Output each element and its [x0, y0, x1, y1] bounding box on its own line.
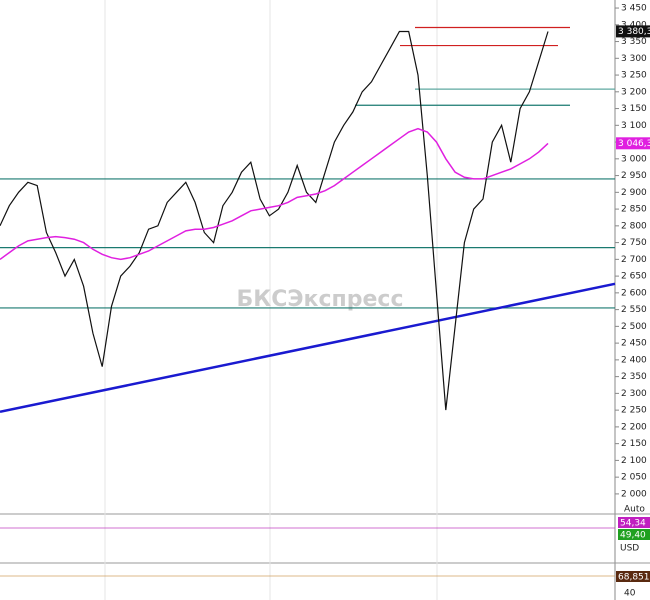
- currency: USD: [620, 544, 639, 554]
- y-tick-label: 3 000: [621, 154, 647, 164]
- plot-bg: [0, 0, 615, 600]
- price-label: 3 046,35: [618, 139, 650, 149]
- y-tick-label: 3 100: [621, 121, 647, 131]
- y-tick-label: 3 300: [621, 54, 647, 64]
- y-tick-label: 2 300: [621, 389, 647, 399]
- y-tick-label: 3 400: [621, 20, 647, 30]
- price-line: [0, 30, 549, 411]
- osc-value: 68,851: [618, 573, 650, 583]
- y-tick-label: 2 400: [621, 355, 647, 365]
- y-tick-label: 3 350: [621, 37, 647, 47]
- y-tick-label: 2 200: [621, 422, 647, 432]
- price-box: [616, 137, 650, 150]
- y-tick-label: 2 650: [621, 272, 647, 282]
- y-tick-label: 2 800: [621, 221, 647, 231]
- y-tick-label: 2 550: [621, 305, 647, 315]
- y-tick-label: 2 350: [621, 372, 647, 382]
- y-tick-label: 2 700: [621, 255, 647, 265]
- rsi-signal-box: [618, 529, 650, 540]
- rsi-box: [618, 517, 650, 528]
- osc-box: [616, 571, 650, 582]
- y-tick-label: 2 950: [621, 171, 647, 181]
- rsi-signal: 49,40: [620, 531, 646, 541]
- scale-mode[interactable]: Auto: [624, 505, 645, 515]
- y-tick-label: 2 000: [621, 489, 647, 499]
- rsi-value: 54,34: [620, 519, 646, 529]
- moving-average: [0, 127, 549, 261]
- osc-tick: 40: [624, 589, 636, 599]
- y-tick-label: 2 500: [621, 322, 647, 332]
- y-tick-label: 2 850: [621, 205, 647, 215]
- y-tick-label: 3 450: [621, 4, 647, 14]
- y-tick-label: 2 150: [621, 439, 647, 449]
- y-tick-label: 3 200: [621, 87, 647, 97]
- y-tick-label: 3 150: [621, 104, 647, 114]
- price-box: [616, 25, 650, 38]
- y-tick-label: 2 750: [621, 238, 647, 248]
- y-tick-label: 2 100: [621, 456, 647, 466]
- y-tick-label: 2 900: [621, 188, 647, 198]
- y-tick-label: 2 600: [621, 288, 647, 298]
- y-tick-label: 2 450: [621, 339, 647, 349]
- trendline: [0, 282, 616, 414]
- y-tick-label: 2 250: [621, 406, 647, 416]
- price-label: 3 380,3: [618, 27, 650, 37]
- y-tick-label: 3 250: [621, 71, 647, 81]
- y-tick-label: 2 050: [621, 473, 647, 483]
